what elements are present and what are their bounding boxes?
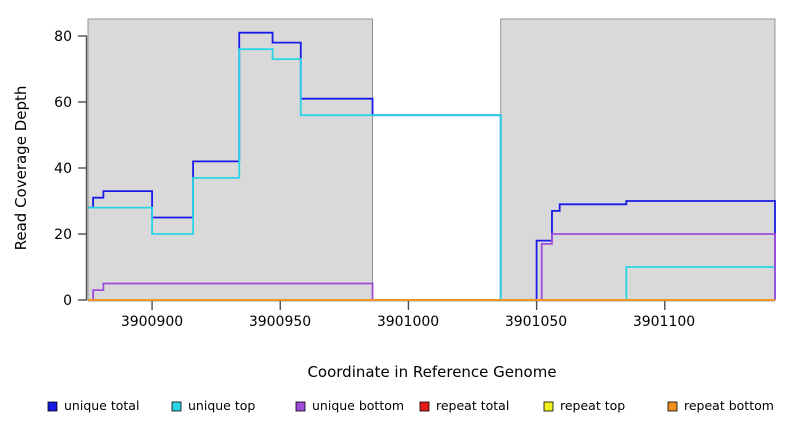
x-axis-ticks <box>151 301 666 310</box>
y-tick-label-0: 0 <box>63 293 72 309</box>
x-tick-label-3900900: 3900900 <box>121 314 183 330</box>
y-axis-ticks <box>78 35 87 301</box>
shaded-region-1 <box>500 18 776 301</box>
y-tick-label-60: 60 <box>54 95 72 111</box>
chart-legend: unique total unique top unique bottom repea… <box>47 398 774 413</box>
legend-swatch-unique-top[interactable] <box>171 401 182 412</box>
legend-swatch-repeat-total[interactable] <box>419 401 430 412</box>
y-tick-label-20: 20 <box>54 227 72 243</box>
y-tick-label-40: 40 <box>54 161 72 177</box>
legend-swatch-repeat-bottom[interactable] <box>667 401 678 412</box>
y-axis-title: Read Coverage Depth <box>12 86 30 251</box>
x-tick-label-3901100: 3901100 <box>633 314 695 330</box>
shaded-region-0 <box>87 18 373 301</box>
legend-label-repeat-bottom: repeat bottom <box>684 398 774 413</box>
x-tick-label-3901000: 3901000 <box>377 314 439 330</box>
y-tick-label-80: 80 <box>54 29 72 45</box>
x-tick-label-3900950: 3900950 <box>249 314 311 330</box>
x-tick-label-3901050: 3901050 <box>505 314 567 330</box>
shaded-regions <box>87 18 776 301</box>
legend-label-unique-top: unique top <box>188 398 255 413</box>
data-series <box>88 31 776 301</box>
x-axis-title: Coordinate in Reference Genome <box>307 363 556 381</box>
legend-swatch-repeat-top[interactable] <box>543 401 554 412</box>
legend-swatch-unique-bottom[interactable] <box>295 401 306 412</box>
legend-swatch-unique-total[interactable] <box>47 401 58 412</box>
legend-label-unique-total: unique total <box>64 398 139 413</box>
legend-label-repeat-total: repeat total <box>436 398 509 413</box>
legend-label-repeat-top: repeat top <box>560 398 625 413</box>
legend-label-unique-bottom: unique bottom <box>312 398 404 413</box>
